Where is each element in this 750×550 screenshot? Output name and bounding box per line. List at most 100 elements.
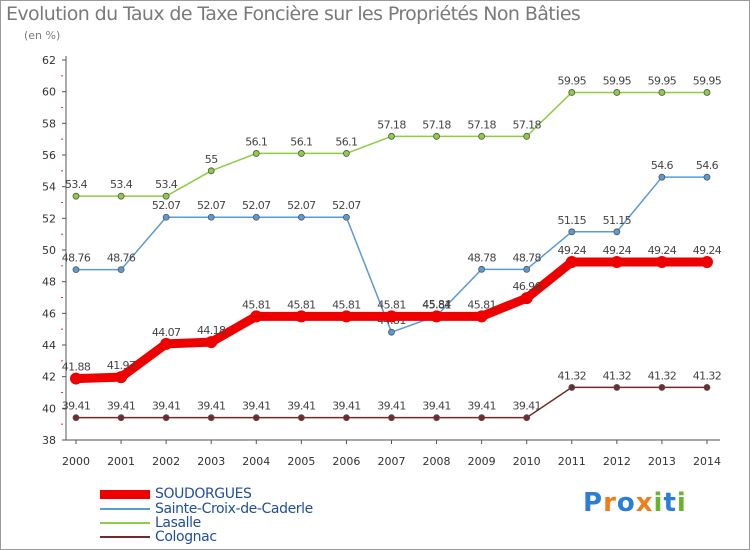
legend-item-soudorgues[interactable]: SOUDORGUES <box>100 486 252 502</box>
data-label: 59.95 <box>603 74 632 87</box>
data-point <box>162 192 170 200</box>
data-label: 45.81 <box>287 298 316 311</box>
data-label: 45.81 <box>422 298 451 311</box>
data-label: 46.96 <box>512 280 541 293</box>
data-point <box>610 256 623 269</box>
y-tick-label: 42 <box>42 371 56 384</box>
data-point <box>478 265 486 273</box>
legend-swatch-sainte-croix-de-caderle <box>100 508 150 510</box>
x-tick-label: 2005 <box>287 455 315 468</box>
data-point <box>658 89 666 96</box>
data-point <box>343 150 350 157</box>
logo-letter: x <box>635 488 654 518</box>
x-tick-label: 2007 <box>377 455 405 468</box>
data-label: 53.4 <box>155 178 178 191</box>
data-point <box>700 256 713 269</box>
data-label: 39.41 <box>512 400 541 413</box>
data-label: 45.81 <box>377 298 406 311</box>
data-point <box>523 414 531 422</box>
data-label: 39.41 <box>197 400 226 413</box>
data-label: 59.95 <box>558 74 587 87</box>
data-label: 56.1 <box>245 135 267 148</box>
legend-label-colognac: Colognac <box>155 529 217 545</box>
data-point <box>343 414 350 422</box>
data-label: 51.15 <box>558 214 587 227</box>
data-point <box>72 414 80 422</box>
data-point <box>252 150 260 157</box>
legend-item-sainte-croix-de-caderle[interactable]: Sainte-Croix-de-Caderle <box>100 501 313 517</box>
data-point <box>388 132 395 140</box>
legend-item-colognac[interactable]: Colognac <box>100 529 217 545</box>
data-label: 52.07 <box>332 199 361 212</box>
data-label: 41.32 <box>693 369 722 382</box>
data-point <box>160 337 173 350</box>
data-point <box>252 213 260 221</box>
y-tick-label: 58 <box>42 117 56 130</box>
data-label: 45.81 <box>332 298 361 311</box>
data-point <box>117 414 125 422</box>
data-point <box>297 150 305 157</box>
y-tick-label: 56 <box>42 149 56 162</box>
data-label: 44.07 <box>152 326 181 339</box>
data-point <box>70 372 82 385</box>
data-label: 53.4 <box>65 178 88 191</box>
data-point <box>568 228 576 236</box>
data-label: 54.6 <box>696 159 719 172</box>
data-label: 45.84 <box>422 298 451 311</box>
x-tick-label: 2004 <box>242 455 270 468</box>
data-label: 45.81 <box>467 298 496 311</box>
data-label: 52.07 <box>287 199 316 212</box>
x-tick-label: 2012 <box>603 455 631 468</box>
data-point <box>433 414 440 422</box>
y-tick-label: 62 <box>42 54 56 67</box>
logo-letter: t <box>663 488 677 518</box>
data-label: 44.18 <box>197 324 226 337</box>
data-point <box>523 265 531 273</box>
data-point <box>388 414 395 422</box>
data-label: 57.18 <box>377 118 406 131</box>
legend-item-lasalle[interactable]: Lasalle <box>100 515 201 531</box>
legend-label-lasalle: Lasalle <box>155 515 201 531</box>
data-point <box>658 384 666 391</box>
data-point <box>72 192 80 200</box>
data-point <box>568 384 576 391</box>
data-label: 57.18 <box>422 118 451 131</box>
data-label: 49.24 <box>693 244 722 257</box>
data-label: 56.1 <box>290 135 312 148</box>
x-tick-label: 2000 <box>62 455 90 468</box>
data-point <box>72 266 80 274</box>
x-tick-label: 2013 <box>648 455 676 468</box>
data-label: 52.07 <box>242 199 271 212</box>
data-point <box>117 192 125 200</box>
data-point <box>568 89 576 96</box>
data-point <box>613 384 621 391</box>
x-tick-label: 2008 <box>423 455 451 468</box>
data-label: 41.88 <box>62 361 91 374</box>
logo-letter: o <box>616 488 636 518</box>
data-point <box>297 213 305 221</box>
legend-label-sainte-croix-de-caderle: Sainte-Croix-de-Caderle <box>155 501 313 517</box>
data-point <box>703 173 711 181</box>
data-label: 56.1 <box>335 135 357 148</box>
data-point <box>117 266 125 274</box>
y-tick-label: 40 <box>42 402 56 415</box>
legend-swatch-lasalle <box>100 522 150 524</box>
x-tick-label: 2011 <box>558 455 586 468</box>
data-label: 55 <box>205 153 218 166</box>
data-point <box>252 414 260 422</box>
y-tick-label: 60 <box>42 86 56 99</box>
logo-letter: i <box>676 488 687 518</box>
data-label: 41.32 <box>603 369 632 382</box>
data-label: 52.07 <box>197 199 226 212</box>
data-point <box>478 414 486 422</box>
data-label: 39.41 <box>152 400 181 413</box>
data-label: 41.32 <box>558 369 587 382</box>
data-label: 39.41 <box>467 400 496 413</box>
data-point <box>520 292 533 305</box>
data-label: 45.81 <box>242 298 271 311</box>
x-tick-label: 2006 <box>332 455 360 468</box>
data-point <box>703 89 711 96</box>
data-point <box>207 167 215 175</box>
